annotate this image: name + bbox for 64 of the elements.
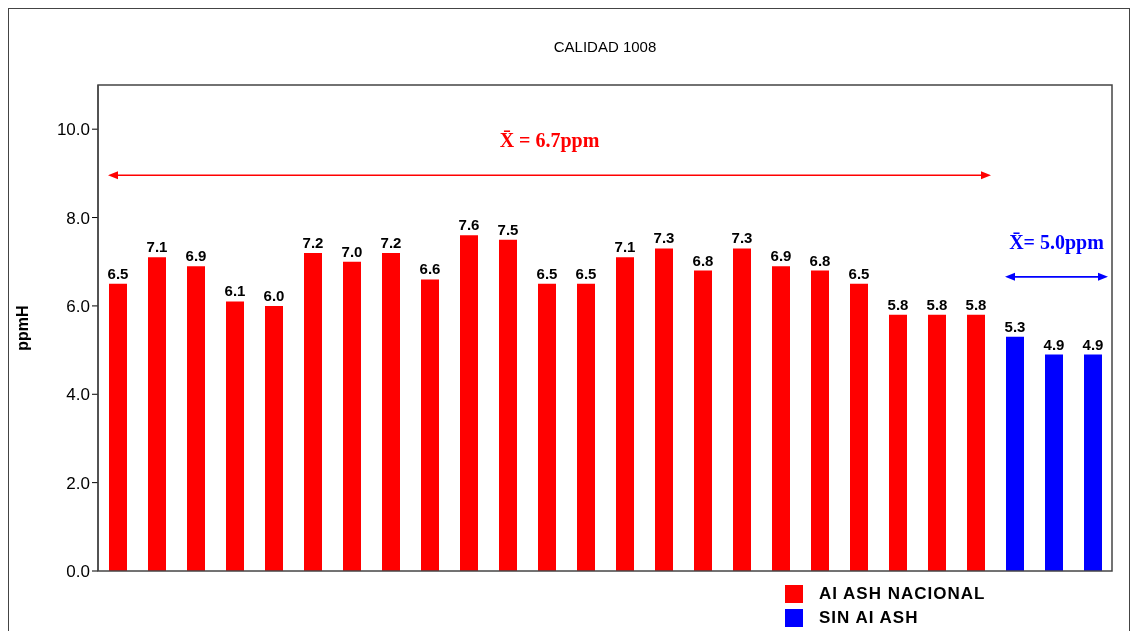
data-label: 6.8 [809, 251, 831, 269]
data-label: 5.8 [965, 295, 987, 313]
bar [148, 257, 166, 571]
data-label: 6.5 [848, 264, 870, 282]
data-label: 6.5 [536, 264, 558, 282]
bar [1045, 354, 1063, 571]
bar [655, 248, 673, 571]
bar [967, 314, 985, 571]
bar [1084, 354, 1102, 571]
bar [109, 283, 127, 571]
data-label: 7.1 [614, 238, 636, 256]
bar [382, 252, 400, 571]
legend-label: AI ASH NACIONAL [819, 584, 986, 604]
bar [850, 283, 868, 571]
bar [811, 270, 829, 571]
bar [577, 283, 595, 571]
y-tick-label: 2.0 [66, 473, 90, 493]
bar [499, 239, 517, 571]
data-label: 7.0 [341, 242, 363, 260]
data-label: 7.2 [380, 233, 402, 251]
data-label: 6.5 [575, 264, 597, 282]
data-label: 7.5 [497, 220, 519, 238]
y-axis-title: ppmH [14, 305, 31, 351]
y-tick-label: 6.0 [66, 296, 90, 316]
legend-label: SIN AI ASH [819, 608, 919, 628]
bar [187, 266, 205, 571]
data-label: 6.1 [224, 282, 246, 300]
data-label: 7.3 [731, 229, 753, 247]
data-label: 7.6 [458, 216, 480, 234]
data-label: 6.0 [263, 286, 285, 304]
data-label: 6.6 [419, 260, 441, 278]
bar [1006, 336, 1024, 571]
annotation: X̄ = 6.7ppm [499, 129, 600, 153]
data-label: 5.8 [926, 295, 948, 313]
bar [343, 261, 361, 571]
data-label: 6.9 [185, 247, 207, 265]
chart-title: CALIDAD 1008 [553, 38, 657, 55]
data-label: 4.9 [1082, 335, 1104, 353]
bar [304, 252, 322, 571]
bar [889, 314, 907, 571]
bar [460, 235, 478, 571]
bar [538, 283, 556, 571]
bar [694, 270, 712, 571]
bar [928, 314, 946, 571]
data-label: 5.8 [887, 295, 909, 313]
bar [772, 266, 790, 571]
bar [421, 279, 439, 571]
data-label: 6.8 [692, 251, 714, 269]
y-tick-label: 0.0 [66, 562, 90, 582]
bar [733, 248, 751, 571]
data-label: 6.9 [770, 247, 792, 265]
y-tick-label: 8.0 [66, 208, 90, 228]
bar [226, 301, 244, 571]
data-label: 7.3 [653, 229, 675, 247]
data-label: 4.9 [1043, 335, 1065, 353]
bar [616, 257, 634, 571]
annotation: X̄= 5.0ppm [1009, 230, 1105, 254]
data-label: 6.5 [107, 264, 129, 282]
data-label: 5.3 [1004, 317, 1026, 335]
y-tick-label: 10.0 [56, 120, 90, 140]
y-tick-label: 4.0 [66, 385, 90, 405]
bar [265, 305, 283, 571]
data-label: 7.2 [302, 233, 324, 251]
data-label: 7.1 [146, 238, 168, 256]
